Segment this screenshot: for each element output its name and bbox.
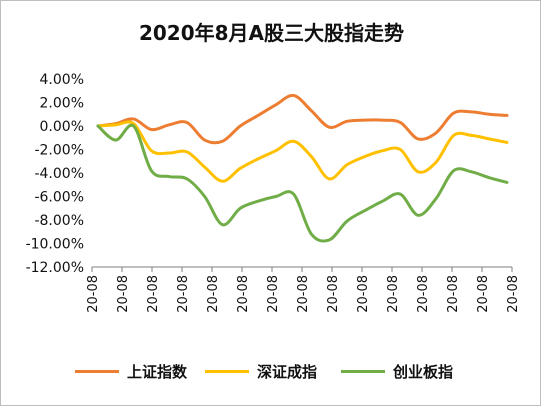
- x-tick-label: 20-08: [116, 275, 131, 313]
- legend-label: 上证指数: [127, 362, 188, 381]
- x-tick-label: 20-08: [476, 275, 491, 313]
- y-tick-label: -6.00%: [34, 190, 84, 206]
- x-tick-label: 20-08: [266, 275, 281, 313]
- x-tick-label: 20-08: [86, 275, 101, 313]
- legend-label: 创业板指: [393, 362, 454, 381]
- chart-title: 2020年8月A股三大股指走势: [138, 21, 405, 45]
- legend-swatch: [341, 369, 385, 373]
- x-tick-label: 20-08: [326, 275, 341, 313]
- legend-swatch: [205, 369, 249, 373]
- x-tick-label: 20-08: [236, 275, 251, 313]
- x-tick-label: 20-08: [386, 275, 401, 313]
- legend-item-series-1: 深证成指: [205, 358, 317, 384]
- legend-swatch: [75, 369, 119, 373]
- y-tick-label: -10.00%: [26, 237, 84, 253]
- y-tick-label: -12.00%: [26, 260, 84, 276]
- x-tick-label: 20-08: [146, 275, 161, 313]
- y-axis-ticks: 4.00% 2.00% 0.00% -2.00% -4.00% -6.00% -8.00% -…: [26, 72, 84, 276]
- y-tick-label: -8.00%: [34, 213, 84, 229]
- y-tick-label: -4.00%: [34, 166, 84, 182]
- y-tick-label: -2.00%: [34, 143, 84, 159]
- x-tick-label: 20-08: [506, 275, 521, 313]
- legend-label: 深证成指: [257, 362, 318, 381]
- series-line-2: [96, 123, 509, 243]
- series-line-1: [96, 120, 509, 183]
- y-tick-label: 0.00%: [40, 119, 84, 135]
- x-tick-label: 20-08: [356, 275, 371, 313]
- chart-legend: 上证指数 深证成指 创业板指: [0, 358, 543, 384]
- legend-item-series-0: 上证指数: [75, 358, 187, 384]
- y-tick-label: 4.00%: [40, 72, 84, 88]
- x-tick-label: 20-08: [206, 275, 221, 313]
- series-layer: [96, 93, 509, 243]
- x-tick-label: 20-08: [446, 275, 461, 313]
- x-tick-label: 20-08: [416, 275, 431, 313]
- y-tick-label: 2.00%: [40, 96, 84, 112]
- legend-item-series-2: 创业板指: [341, 358, 453, 384]
- series-line-0: [96, 93, 509, 145]
- x-tick-label: 20-08: [176, 275, 191, 313]
- x-tick-label: 20-08: [296, 275, 311, 313]
- x-axis: 20-08 20-08 20-08 20-08 20-08 20-08 20-08 20-08…: [86, 266, 521, 313]
